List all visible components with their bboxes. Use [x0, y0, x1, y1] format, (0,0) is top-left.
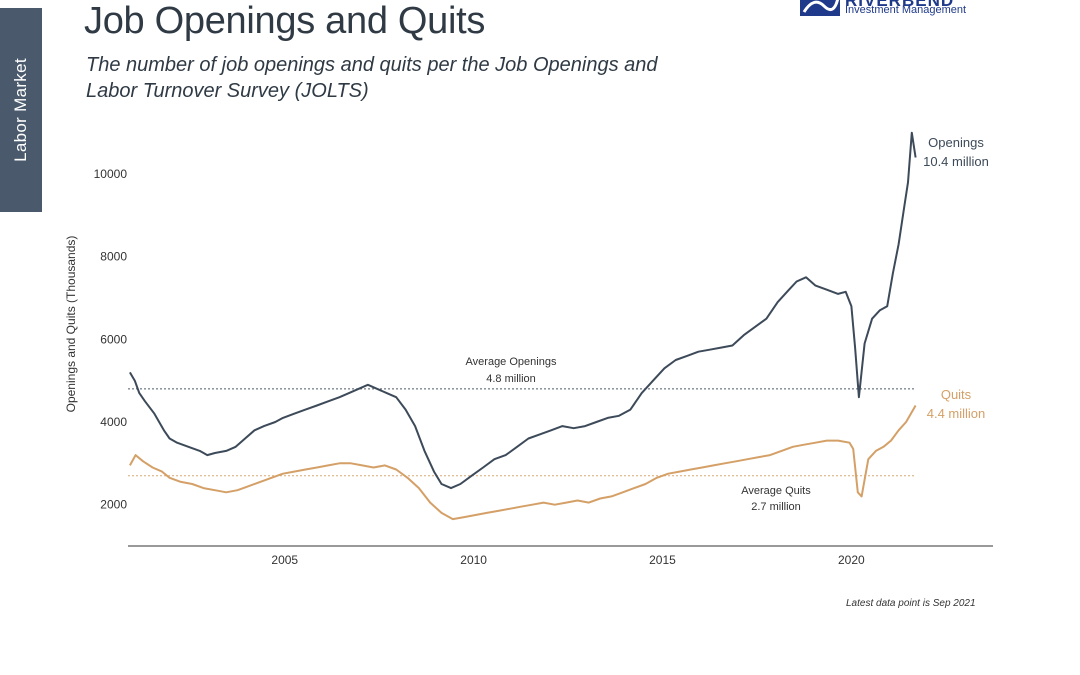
sidebar-section-tab: Labor Market — [0, 8, 42, 212]
y-tick-label: 2000 — [100, 498, 127, 512]
x-tick-label: 2005 — [271, 553, 298, 567]
y-axis-title: Openings and Quits (Thousands) — [64, 236, 78, 413]
end-value-openings: 10.4 million — [923, 154, 989, 169]
x-tick-label: 2010 — [460, 553, 487, 567]
company-logo: RIVERBEND Investment Management — [800, 0, 990, 22]
end-value-quits: 4.4 million — [927, 406, 986, 421]
series-line-openings — [129, 131, 917, 490]
reference-label-avg_quits: Average Quits — [741, 485, 811, 497]
x-tick-label: 2020 — [838, 553, 865, 567]
x-tick-label: 2015 — [649, 553, 676, 567]
footnote: Latest data point is Sep 2021 — [846, 598, 976, 609]
y-tick-label: 4000 — [100, 415, 127, 429]
end-label-openings: Openings — [928, 135, 984, 150]
y-tick-label: 10000 — [94, 167, 128, 181]
series-line-quits — [129, 405, 917, 521]
reference-value-avg_openings: 4.8 million — [486, 373, 536, 385]
end-label-quits: Quits — [941, 387, 972, 402]
reference-value-avg_quits: 2.7 million — [751, 501, 801, 513]
page-title: Job Openings and Quits — [84, 0, 486, 42]
y-tick-label: 8000 — [100, 250, 127, 264]
y-tick-label: 6000 — [100, 332, 127, 346]
logo-tagline: Investment Management — [845, 4, 967, 16]
logo-name: RIVERBEND — [845, 0, 955, 10]
page-subtitle: The number of job openings and quits per… — [86, 54, 658, 102]
reference-label-avg_openings: Average Openings — [466, 356, 557, 368]
riverbend-logo-icon — [800, 0, 840, 16]
